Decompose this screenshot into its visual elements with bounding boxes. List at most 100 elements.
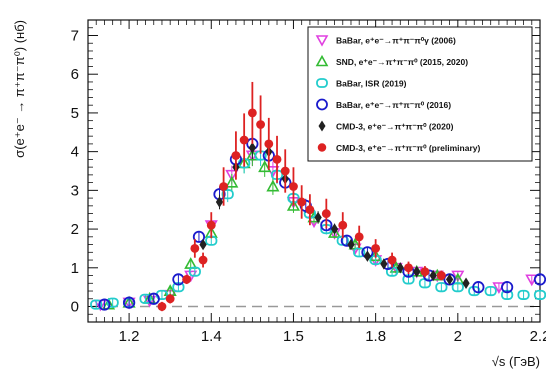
data-point: [413, 265, 421, 278]
series-6: [157, 81, 446, 312]
data-point: [451, 282, 464, 293]
legend-label: CMD-3, e⁺e⁻→π⁺π⁻π⁰ (preliminary): [336, 143, 480, 153]
data-point: [436, 271, 446, 280]
y-tick-label: 0: [71, 299, 79, 316]
y-tick-label: 5: [71, 105, 79, 122]
x-tick-label: 1.4: [201, 328, 222, 345]
data-point: [305, 205, 315, 215]
legend-item: SND, e⁺e⁻→π⁺π⁻π⁰ (2015, 2020): [315, 54, 468, 67]
y-tick-label: 7: [71, 27, 79, 44]
data-point: [347, 238, 355, 251]
y-tick-label: 3: [71, 182, 79, 199]
data-point: [192, 230, 206, 243]
data-point: [272, 154, 282, 164]
legend-item: CMD-3, e⁺e⁻→π⁺π⁻π⁰ (2020): [318, 120, 454, 132]
data-point: [106, 297, 119, 308]
data-point: [396, 262, 404, 274]
data-point: [188, 266, 201, 277]
x-tick-label: 1.5: [283, 328, 304, 345]
data-point: [221, 189, 234, 200]
data-point: [371, 244, 381, 253]
data-point: [338, 220, 348, 230]
series-layer: [90, 81, 546, 312]
legend-marker: [318, 120, 326, 132]
data-point: [98, 298, 111, 311]
data-point: [286, 198, 301, 211]
data-point: [215, 196, 224, 208]
data-point: [219, 182, 229, 191]
data-point: [157, 302, 167, 311]
x-axis-title: √s (ГэВ): [492, 354, 540, 369]
legend-label: BaBar, ISR (2019): [336, 79, 407, 89]
legend-label: CMD-3, e⁺e⁻→π⁺π⁻π⁰ (2020): [336, 122, 454, 132]
legend-item: CMD-3, e⁺e⁻→π⁺π⁻π⁰ (preliminary): [317, 143, 480, 153]
data-point: [380, 258, 388, 270]
legend-marker: [315, 54, 329, 67]
data-point: [387, 255, 397, 265]
data-point: [484, 285, 497, 297]
data-point: [327, 226, 342, 238]
data-point: [147, 292, 160, 305]
data-point: [404, 263, 413, 273]
legend-item: BaBar, e⁺e⁻→π⁺π⁻π⁰ (2016): [316, 98, 451, 111]
data-point: [139, 293, 152, 304]
y-tick-label: 6: [71, 66, 79, 83]
data-point: [451, 270, 465, 283]
y-tick-label: 1: [71, 260, 79, 277]
data-point: [533, 289, 546, 300]
data-point: [190, 244, 200, 253]
legend-marker: [316, 78, 328, 88]
data-point: [330, 223, 339, 235]
legend-box: [307, 26, 533, 162]
x-tick-label: 1.2: [119, 328, 140, 345]
x-tick-label: 2.2: [530, 328, 546, 345]
data-point: [264, 139, 274, 149]
plot-frame: [87, 19, 541, 323]
data-point: [429, 269, 437, 282]
data-point: [247, 108, 257, 118]
data-point: [206, 220, 216, 230]
legend-label: BaBar, e⁺e⁻→π⁺π⁻π⁰γ (2006): [336, 36, 456, 46]
legend-marker: [315, 35, 329, 47]
data-point: [533, 273, 546, 286]
data-point: [462, 277, 470, 290]
data-point: [517, 289, 530, 300]
data-point: [182, 274, 192, 284]
data-point: [266, 179, 280, 192]
data-point: [420, 267, 430, 277]
data-point: [248, 142, 257, 154]
data-point: [501, 281, 514, 294]
legend-label: SND, e⁺e⁻→π⁺π⁻π⁰ (2015, 2020): [336, 57, 468, 67]
data-point: [122, 296, 136, 309]
data-point: [363, 250, 372, 262]
legend-label: BaBar, e⁺e⁻→π⁺π⁻π⁰ (2016): [336, 100, 451, 110]
data-point: [225, 175, 239, 188]
data-point: [289, 182, 298, 191]
data-point: [280, 166, 290, 176]
legend-item: BaBar, ISR (2019): [316, 78, 407, 89]
data-point: [258, 160, 272, 173]
data-point: [231, 151, 241, 160]
data-point: [354, 232, 364, 242]
data-point: [472, 281, 485, 294]
data-point: [225, 169, 239, 182]
data-point: [435, 282, 448, 293]
data-point: [353, 247, 366, 258]
data-point: [314, 211, 322, 224]
data-point: [321, 209, 331, 219]
legend-marker: [316, 98, 328, 111]
data-point: [165, 294, 175, 304]
data-point: [256, 120, 266, 129]
legend-item: BaBar, e⁺e⁻→π⁺π⁻π⁰γ (2006): [315, 35, 456, 47]
y-tick-label: 2: [71, 221, 79, 238]
x-tick-label: 1.8: [365, 328, 386, 345]
y-axis-title: σ(e⁺e⁻ → π⁺π⁻π⁰) (нб): [12, 20, 27, 158]
x-tick-label: 2: [454, 328, 462, 345]
data-point: [90, 299, 103, 310]
data-point: [199, 238, 207, 251]
data-point: [239, 135, 249, 145]
data-point: [445, 273, 454, 286]
y-axis: 0 1 2 3 4 5 6 7: [71, 27, 540, 316]
y-tick-label: 4: [71, 144, 79, 161]
